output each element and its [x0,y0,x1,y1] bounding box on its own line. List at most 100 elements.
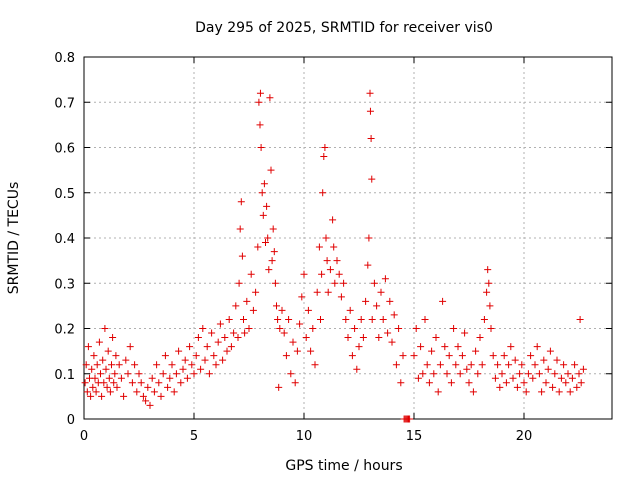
data-point [346,306,354,314]
data-point [225,315,233,323]
data-point [527,352,535,360]
data-point [104,347,112,355]
data-point [397,379,405,387]
y-tick-label: 0.6 [54,142,75,157]
data-point [302,334,310,342]
data-point [307,347,315,355]
data-point [486,302,494,310]
data-point [186,343,194,351]
data-point [214,338,222,346]
data-point [373,302,381,310]
data-point [529,374,537,382]
data-point [472,347,480,355]
data-point [348,352,356,360]
data-point [117,374,125,382]
data-point [331,279,339,287]
data-points [81,89,587,423]
data-point [183,374,191,382]
data-point [159,370,167,378]
data-point [450,325,458,332]
data-point [105,374,113,382]
data-point [549,383,557,391]
data-point [205,370,213,378]
data-point [476,334,484,342]
data-point [109,334,117,342]
data-point [322,234,330,242]
data-point [406,415,414,423]
data-point [247,270,255,278]
data-point [428,347,436,355]
data-point [139,392,147,400]
data-point [120,392,128,400]
data-point [137,379,145,387]
data-point [478,361,486,369]
data-point [289,338,297,346]
data-point [353,365,361,373]
data-point [531,361,539,369]
data-point [275,383,283,391]
data-point [269,225,277,233]
data-point [87,392,95,400]
data-point [108,361,115,369]
data-point [412,325,420,332]
data-point [419,370,427,378]
data-point [170,388,178,396]
data-point [260,180,268,188]
data-point [262,239,269,247]
data-point [465,379,473,387]
data-point [274,315,282,323]
data-point [126,343,134,351]
data-point [362,297,370,305]
data-point [384,329,392,337]
y-axis-label: SRMTID / TECUs [6,182,22,295]
data-point [201,356,209,364]
data-point [150,388,158,396]
data-point [103,383,111,391]
data-point [566,388,574,396]
data-point [236,225,244,233]
data-point [423,361,431,369]
data-point [296,320,304,328]
data-point [112,352,120,360]
data-point [359,334,367,342]
data-point [498,370,506,378]
data-point [293,347,301,355]
data-point [351,325,359,332]
data-point [298,293,306,301]
data-point [474,370,482,378]
data-point [553,356,561,364]
data-point [84,343,92,351]
data-point [124,370,132,378]
data-point [445,352,453,360]
x-tick-label: 15 [406,429,423,444]
data-point [144,383,152,391]
data-point [259,211,267,219]
data-point [365,234,373,242]
data-point [441,343,449,351]
x-tick-label: 5 [190,429,198,444]
data-point [135,370,143,378]
data-point [323,257,331,265]
data-point [309,325,317,332]
data-point [254,243,262,251]
data-point [557,374,565,382]
data-point [122,356,130,364]
data-point [223,347,231,355]
data-point [496,383,504,391]
data-point [540,356,548,364]
data-point [535,370,543,378]
data-point [249,306,257,314]
data-point [447,379,455,387]
data-point [319,189,327,197]
y-tick-label: 0.2 [54,323,75,338]
y-tick-label: 0.7 [54,96,75,111]
data-point [335,270,343,278]
data-point [489,352,497,360]
data-point [227,343,235,351]
data-point [285,315,293,323]
data-point [188,361,196,369]
data-point [230,329,238,337]
data-point [502,379,510,387]
data-point [131,361,139,369]
data-point [102,365,110,373]
